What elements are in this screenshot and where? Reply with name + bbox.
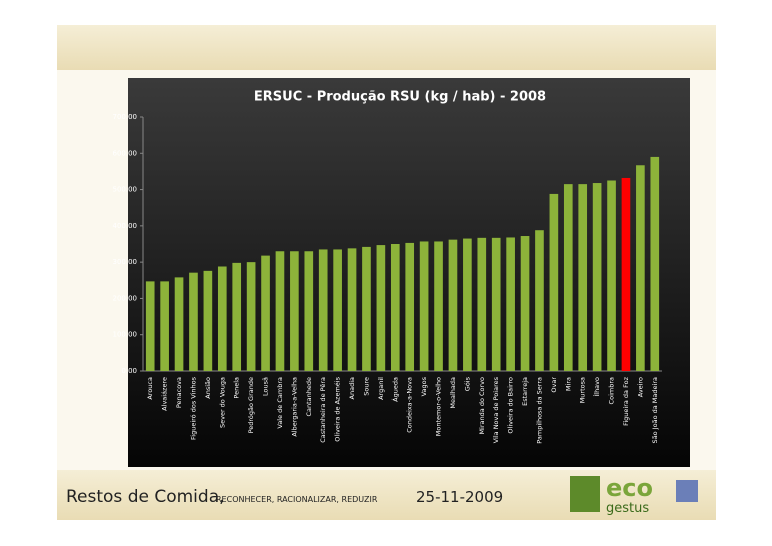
bar bbox=[419, 241, 429, 371]
bar bbox=[318, 249, 328, 371]
y-tick-label: 100.00 bbox=[113, 331, 138, 339]
x-tick-label: Sever do Vouga bbox=[218, 377, 226, 428]
x-tick-label: Águeda bbox=[390, 377, 399, 402]
top-band bbox=[57, 25, 716, 70]
y-tick-label: 200.00 bbox=[113, 294, 138, 302]
bar bbox=[174, 277, 184, 371]
bar bbox=[636, 165, 645, 371]
x-tick-label: Ansião bbox=[204, 377, 212, 399]
logo-bottom: gestus bbox=[606, 501, 649, 516]
plot: 0.00 100.00 200.00 300.00 400.00 500.00 600.00… bbox=[113, 113, 662, 444]
bar bbox=[189, 272, 198, 371]
bar bbox=[563, 184, 573, 371]
bar bbox=[203, 270, 213, 371]
bar bbox=[275, 251, 285, 371]
bar bbox=[477, 237, 487, 371]
bar bbox=[145, 281, 155, 371]
footer-title: Restos de Comida, bbox=[66, 487, 225, 507]
x-tick-label: Lousã bbox=[262, 377, 270, 396]
bar bbox=[246, 262, 256, 371]
x-tick-label: Montemor-o-Velho bbox=[435, 377, 443, 436]
x-tick-label: Soure bbox=[362, 377, 370, 396]
x-tick-label: Aveiro bbox=[636, 377, 644, 397]
x-tick-label: Vale de Cambra bbox=[276, 377, 284, 429]
x-tick-label: Murtosa bbox=[579, 377, 587, 403]
x-tick-label: Góis bbox=[463, 376, 471, 391]
bar bbox=[448, 239, 458, 371]
bar bbox=[261, 255, 270, 371]
x-tick-label: Estarreja bbox=[521, 377, 529, 406]
bar bbox=[578, 184, 588, 371]
y-tick-label: 500.00 bbox=[113, 186, 138, 194]
footer-subtitle: RECONHECER, RACIONALIZAR, REDUZIR bbox=[216, 495, 378, 504]
y-tick-label: 300.00 bbox=[113, 258, 138, 266]
x-tick-label: Arouca bbox=[146, 377, 154, 400]
y-tick-label: 0.00 bbox=[121, 367, 137, 375]
footer-date: 25-11-2009 bbox=[416, 488, 503, 506]
bar bbox=[549, 193, 559, 371]
bar bbox=[434, 241, 443, 371]
x-tick-label: Vila Nova de Poiares bbox=[492, 376, 500, 443]
x-tick-label: Pampilhosa da Serra bbox=[535, 377, 543, 444]
x-tick-label: Mealhada bbox=[449, 377, 457, 409]
x-tick-label: Miranda do Corvo bbox=[478, 377, 486, 435]
x-tick-label: Anadia bbox=[348, 377, 356, 399]
bar bbox=[160, 281, 169, 371]
x-tick-label: Condeixa-a-Nova bbox=[406, 377, 414, 433]
bar bbox=[592, 183, 602, 371]
x-tick-label: Arganil bbox=[377, 377, 385, 400]
x-tick-label: Oliveira do Bairro bbox=[507, 377, 515, 434]
x-tick-label: Castanheira de Pêra bbox=[319, 377, 327, 443]
x-tick-label: Alvaiázere bbox=[161, 377, 169, 411]
x-tick-label: Vagos bbox=[420, 376, 428, 396]
bar bbox=[362, 246, 371, 371]
eu-logo bbox=[676, 480, 698, 502]
x-tick-label: Ovar bbox=[550, 377, 558, 393]
x-tick-label: Figueira da Foz bbox=[622, 376, 630, 426]
bar bbox=[535, 230, 544, 371]
bar bbox=[232, 262, 242, 371]
bar bbox=[463, 238, 472, 371]
y-tick-label: 400.00 bbox=[113, 222, 138, 230]
x-tick-label: Coimbra bbox=[608, 377, 616, 404]
bar bbox=[621, 177, 631, 371]
y-tick-label: 700.00 bbox=[113, 113, 138, 121]
x-tick-label: São João da Madeira bbox=[651, 377, 659, 443]
x-tick-label: Mira bbox=[564, 377, 572, 391]
bar bbox=[390, 244, 400, 371]
x-tick-label: Figueiró dos Vinhos bbox=[189, 376, 197, 440]
bar bbox=[217, 266, 227, 371]
x-tick-label: Albergaria-a-Velha bbox=[290, 377, 298, 437]
bar bbox=[520, 236, 530, 371]
x-tick-label: Penacova bbox=[175, 377, 183, 408]
logo-box bbox=[570, 476, 600, 512]
bar bbox=[290, 251, 299, 371]
bar bbox=[333, 249, 342, 371]
bar bbox=[506, 237, 515, 371]
logo-top: eco bbox=[606, 474, 653, 502]
x-tick-label: Penela bbox=[233, 377, 241, 399]
bar bbox=[650, 156, 660, 371]
x-tick-label: Oliveira de Azeméis bbox=[334, 376, 342, 441]
bar bbox=[347, 248, 357, 371]
bar bbox=[304, 251, 314, 371]
bar bbox=[405, 242, 415, 371]
bottom-band bbox=[57, 470, 716, 520]
bar bbox=[607, 180, 616, 371]
x-tick-label: Ílhavo bbox=[592, 377, 601, 397]
bar bbox=[491, 237, 501, 371]
bar bbox=[376, 245, 386, 371]
chart-title: ERSUC - Produção RSU (kg / hab) - 2008 bbox=[254, 90, 546, 105]
x-tick-label: Cantanhede bbox=[305, 377, 313, 417]
y-tick-label: 600.00 bbox=[113, 149, 138, 157]
x-tick-label: Pedrógão Grande bbox=[247, 377, 255, 433]
